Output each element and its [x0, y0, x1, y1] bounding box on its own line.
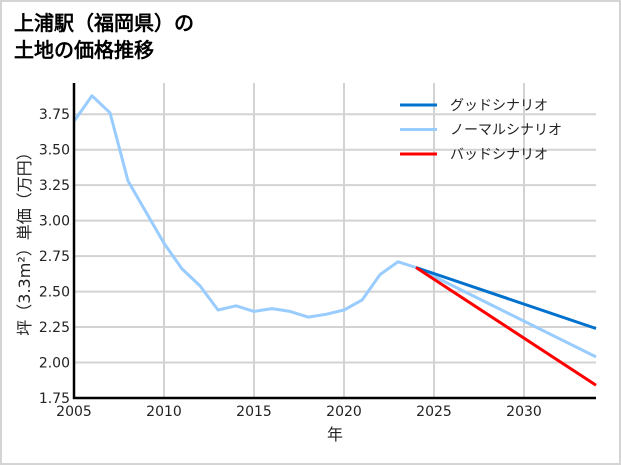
- x-tick-label: 2010: [146, 404, 182, 420]
- x-axis-label: 年: [327, 425, 343, 444]
- series-line-good: [415, 266, 597, 330]
- y-tick-label: 3.00: [39, 214, 70, 230]
- x-tick-label: 2020: [326, 404, 362, 420]
- y-tick-label: 3.75: [39, 107, 70, 123]
- x-tick-label: 2015: [236, 404, 272, 420]
- y-tick-label: 2.75: [39, 249, 70, 265]
- chart-title-line-2: 土地の価格推移: [14, 38, 154, 62]
- y-tick-label: 2.50: [39, 285, 70, 301]
- y-tick-label: 1.75: [39, 391, 70, 407]
- x-tick-label: 2030: [506, 404, 542, 420]
- legend-label: グッドシナリオ: [450, 98, 548, 114]
- series-line-bad: [415, 266, 597, 387]
- y-tick-label: 3.50: [39, 143, 70, 159]
- x-tick-labels: 2005 2010 2015 2020 2025 2030: [56, 404, 542, 420]
- series-line-normal: [72, 94, 597, 359]
- y-axis-label: 坪（3.3m²）単価（万円）: [15, 144, 34, 335]
- legend-label: ノーマルシナリオ: [450, 123, 562, 139]
- legend-item-good: グッドシナリオ: [400, 98, 548, 114]
- y-tick-label: 2.00: [39, 356, 70, 372]
- axes: [72, 83, 596, 400]
- chart-title: 上浦駅（福岡県）の 土地の価格推移: [14, 10, 194, 64]
- x-tick-label: 2025: [416, 404, 452, 420]
- x-tick-label: 2005: [56, 404, 92, 420]
- chart-title-line-1: 上浦駅（福岡県）の: [14, 11, 194, 35]
- legend-label: バッドシナリオ: [450, 147, 548, 163]
- y-tick-label: 2.25: [39, 320, 70, 336]
- y-tick-label: 3.25: [39, 178, 70, 194]
- legend-item-bad: バッドシナリオ: [400, 147, 548, 163]
- series-lines: [72, 94, 597, 387]
- y-tick-labels: 1.75 2.00 2.25 2.50 2.75 3.00 3.25 3.50 3.75: [39, 107, 70, 407]
- legend-item-normal: ノーマルシナリオ: [400, 123, 562, 139]
